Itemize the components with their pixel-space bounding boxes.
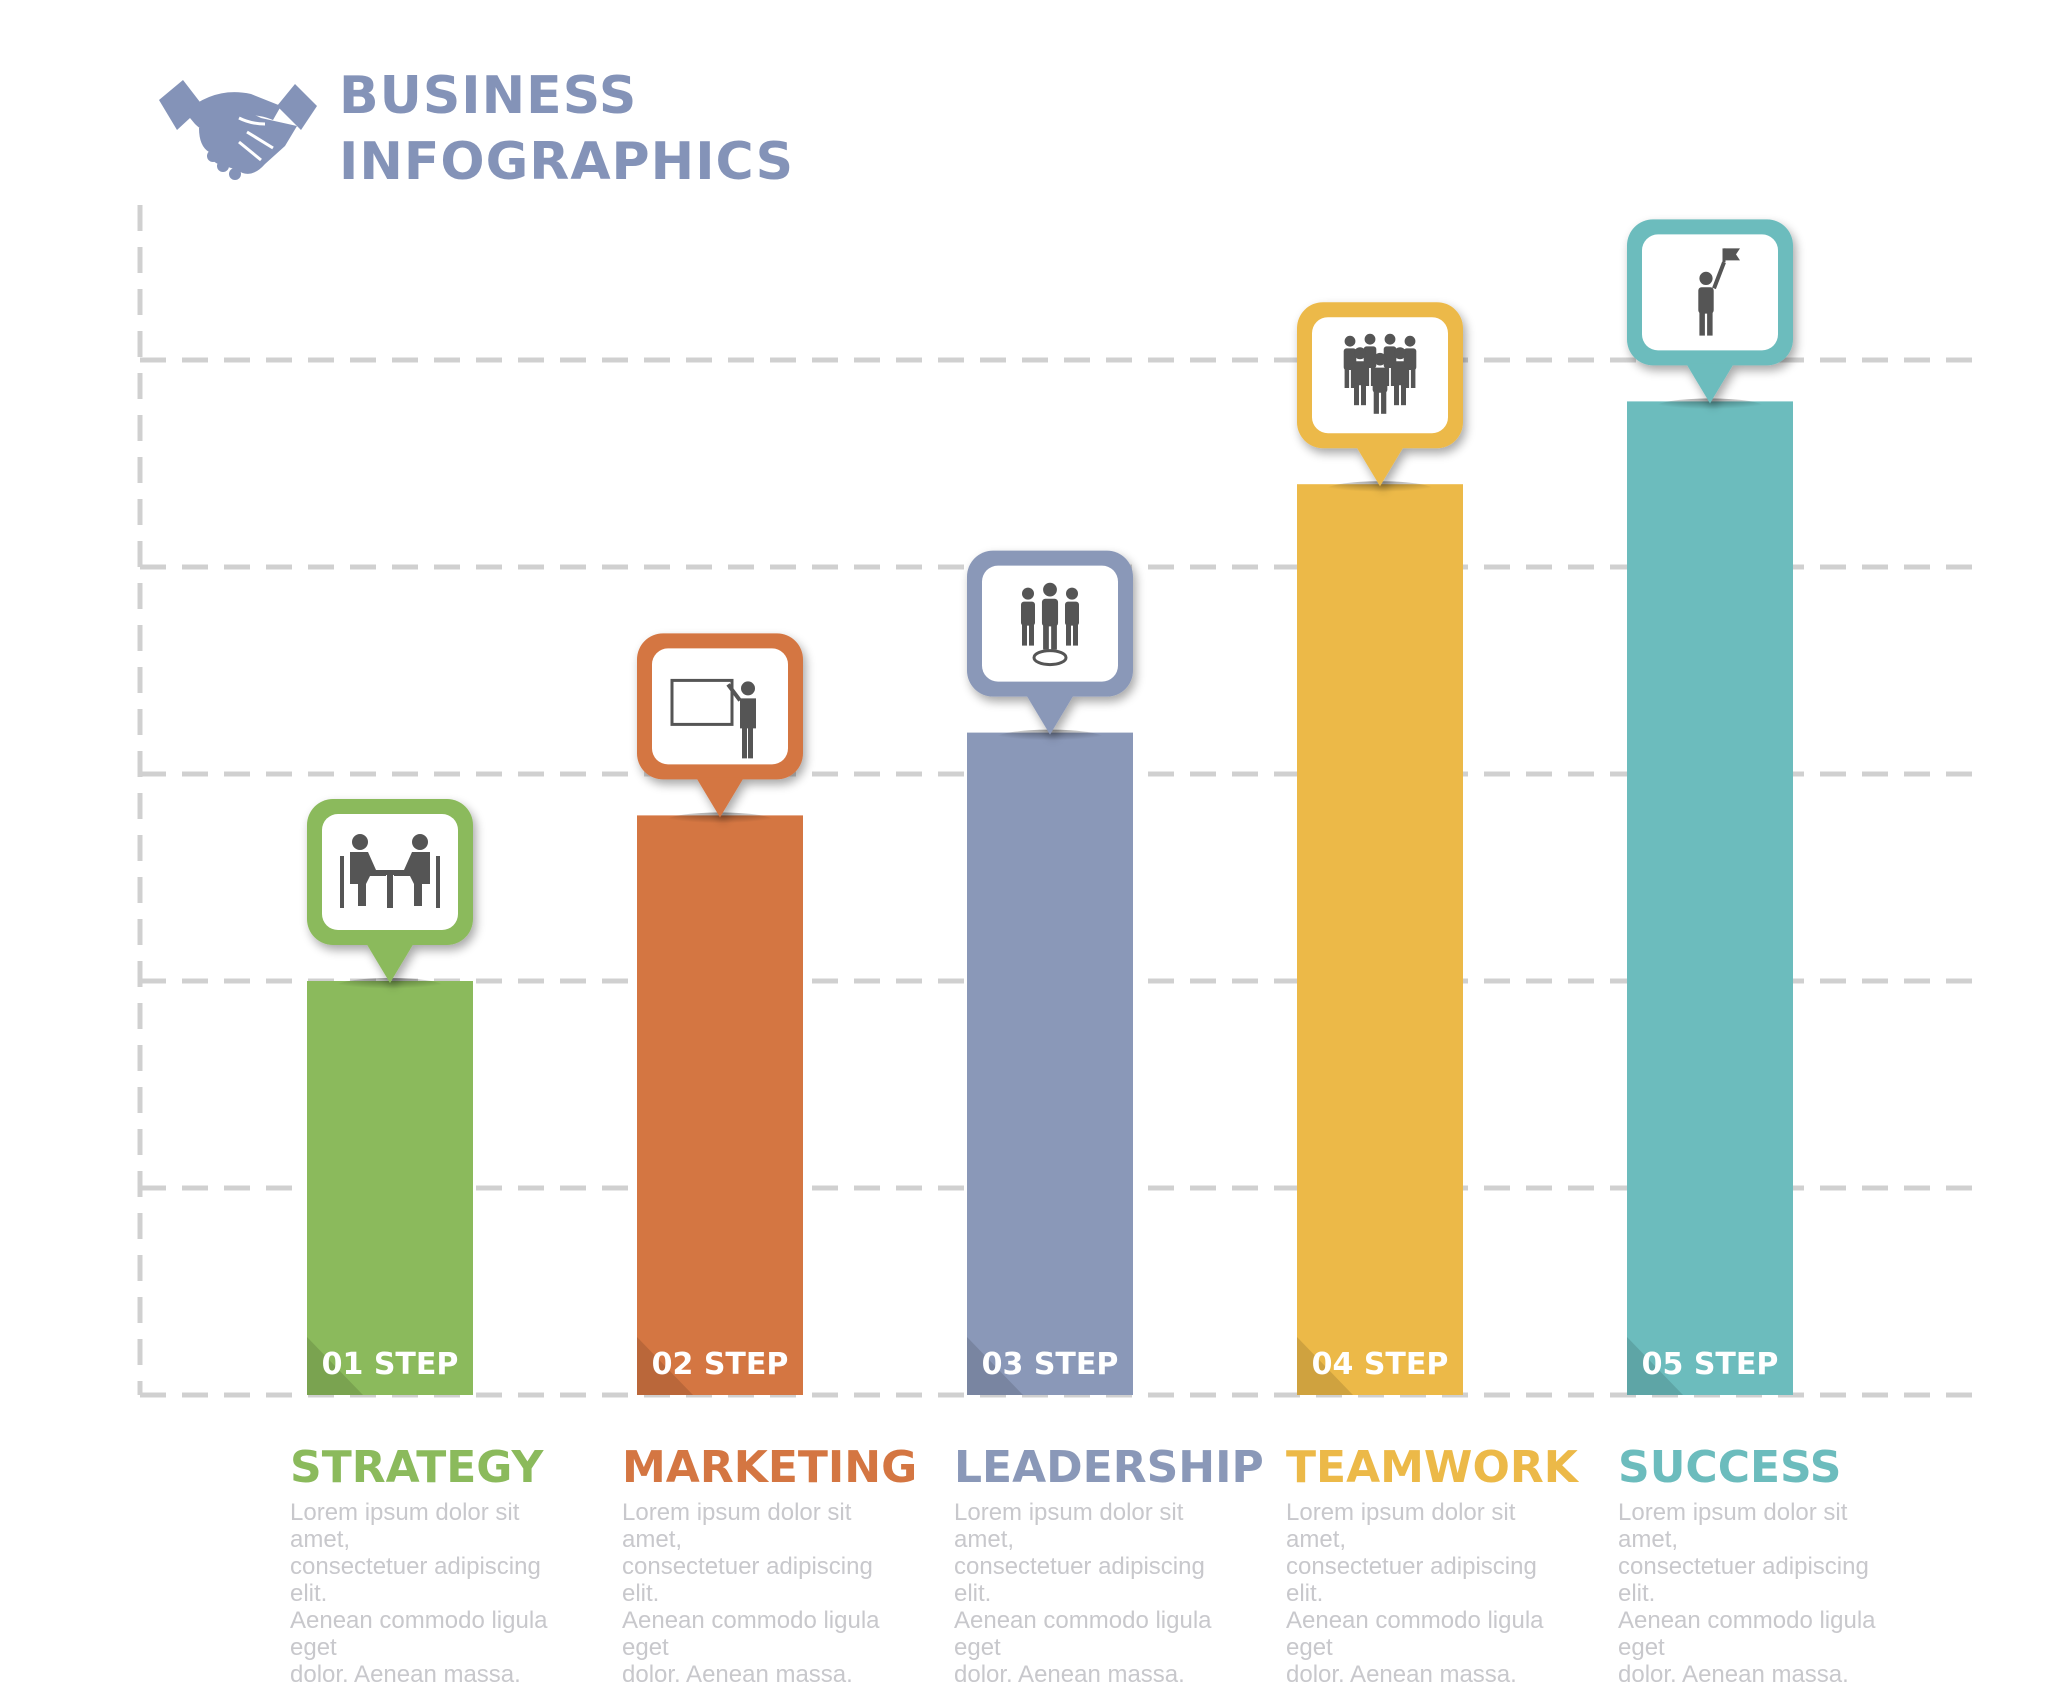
step-label: 03 STEP bbox=[982, 1347, 1119, 1382]
category-description: Lorem ipsum dolor sit amet, consectetuer … bbox=[1618, 1499, 1908, 1688]
category-description: Lorem ipsum dolor sit amet, consectetuer … bbox=[622, 1499, 912, 1688]
bar-fold bbox=[967, 1337, 1023, 1395]
description-line: consectetuer adipiscing elit. bbox=[622, 1553, 873, 1607]
category-title: STRATEGY bbox=[290, 1442, 544, 1493]
pin-shadow bbox=[335, 978, 445, 996]
header: BUSINESS INFOGRAPHICS bbox=[155, 64, 795, 194]
description-line: dolor. Aenean massa. bbox=[1618, 1661, 1849, 1688]
description-line: dolor. Aenean massa. bbox=[622, 1661, 853, 1688]
category-description: Lorem ipsum dolor sit amet, consectetuer … bbox=[290, 1499, 580, 1688]
description-line: Lorem ipsum dolor sit amet, bbox=[954, 1499, 1184, 1553]
success-flag-icon bbox=[1698, 248, 1740, 336]
bar-fold bbox=[1627, 1337, 1683, 1395]
description-line: Lorem ipsum dolor sit amet, bbox=[622, 1499, 852, 1553]
bar-fold bbox=[1297, 1337, 1353, 1395]
bar-marketing bbox=[637, 815, 803, 1395]
category-strategy: STRATEGY Lorem ipsum dolor sit amet, conse… bbox=[290, 1442, 610, 1688]
category-teamwork: TEAMWORK Lorem ipsum dolor sit amet, conse… bbox=[1286, 1442, 1606, 1688]
description-line: Aenean commodo ligula eget bbox=[1286, 1607, 1544, 1661]
step-label: 02 STEP bbox=[652, 1347, 789, 1382]
pin-shadow bbox=[995, 729, 1105, 748]
pin-shadow bbox=[1655, 398, 1765, 417]
page-title-line-1: BUSINESS bbox=[339, 66, 638, 126]
description-line: Aenean commodo ligula eget bbox=[290, 1607, 548, 1661]
description-line: dolor. Aenean massa. bbox=[1286, 1661, 1517, 1688]
bar-leadership bbox=[967, 732, 1133, 1395]
category-title: TEAMWORK bbox=[1286, 1442, 1578, 1493]
bar-group-success: 05 STEP bbox=[1627, 219, 1793, 1395]
leader-icon bbox=[1021, 582, 1079, 667]
bar-fold bbox=[307, 1337, 363, 1395]
category-title: MARKETING bbox=[622, 1442, 918, 1493]
bar-group-leadership: 03 STEP bbox=[967, 550, 1133, 1395]
handshake-icon bbox=[159, 80, 317, 180]
category-title: SUCCESS bbox=[1618, 1442, 1842, 1493]
description-line: Aenean commodo ligula eget bbox=[1618, 1607, 1876, 1661]
description-line: Lorem ipsum dolor sit amet, bbox=[290, 1499, 520, 1553]
bar-strategy bbox=[307, 981, 473, 1395]
team-icon bbox=[1343, 333, 1417, 414]
description-line: consectetuer adipiscing elit. bbox=[290, 1553, 541, 1607]
pin-shadow bbox=[1325, 481, 1435, 500]
description-line: consectetuer adipiscing elit. bbox=[954, 1553, 1205, 1607]
description-line: Aenean commodo ligula eget bbox=[622, 1607, 880, 1661]
pin-marker-marketing bbox=[637, 633, 803, 818]
step-label: 05 STEP bbox=[1642, 1347, 1779, 1382]
meeting-icon bbox=[340, 834, 440, 908]
pin-marker-teamwork bbox=[1297, 302, 1463, 487]
pin-shadow bbox=[665, 812, 775, 831]
bar-group-marketing: 02 STEP bbox=[637, 633, 803, 1395]
presentation-icon bbox=[670, 678, 756, 759]
category-leadership: LEADERSHIP Lorem ipsum dolor sit amet, con… bbox=[954, 1442, 1274, 1688]
description-line: dolor. Aenean massa. bbox=[290, 1661, 521, 1688]
page-title-line-2: INFOGRAPHICS bbox=[339, 132, 795, 192]
step-label: 04 STEP bbox=[1312, 1347, 1449, 1382]
description-line: consectetuer adipiscing elit. bbox=[1286, 1553, 1537, 1607]
description-line: consectetuer adipiscing elit. bbox=[1618, 1553, 1869, 1607]
bar-group-strategy: 01 STEP bbox=[307, 799, 473, 1395]
description-line: dolor. Aenean massa. bbox=[954, 1661, 1185, 1688]
category-description: Lorem ipsum dolor sit amet, consectetuer … bbox=[954, 1499, 1244, 1688]
step-label: 01 STEP bbox=[322, 1347, 459, 1382]
category-marketing: MARKETING Lorem ipsum dolor sit amet, cons… bbox=[622, 1442, 942, 1688]
category-title: LEADERSHIP bbox=[954, 1442, 1264, 1493]
bar-teamwork bbox=[1297, 484, 1463, 1395]
category-success: SUCCESS Lorem ipsum dolor sit amet, consec… bbox=[1618, 1442, 1938, 1688]
category-description: Lorem ipsum dolor sit amet, consectetuer … bbox=[1286, 1499, 1576, 1688]
bar-fold bbox=[637, 1337, 693, 1395]
pin-marker-leadership bbox=[967, 550, 1133, 735]
bar-group-teamwork: 04 STEP bbox=[1297, 302, 1463, 1395]
description-line: Lorem ipsum dolor sit amet, bbox=[1286, 1499, 1516, 1553]
description-line: Lorem ipsum dolor sit amet, bbox=[1618, 1499, 1848, 1553]
description-line: Aenean commodo ligula eget bbox=[954, 1607, 1212, 1661]
bar-success bbox=[1627, 401, 1793, 1395]
